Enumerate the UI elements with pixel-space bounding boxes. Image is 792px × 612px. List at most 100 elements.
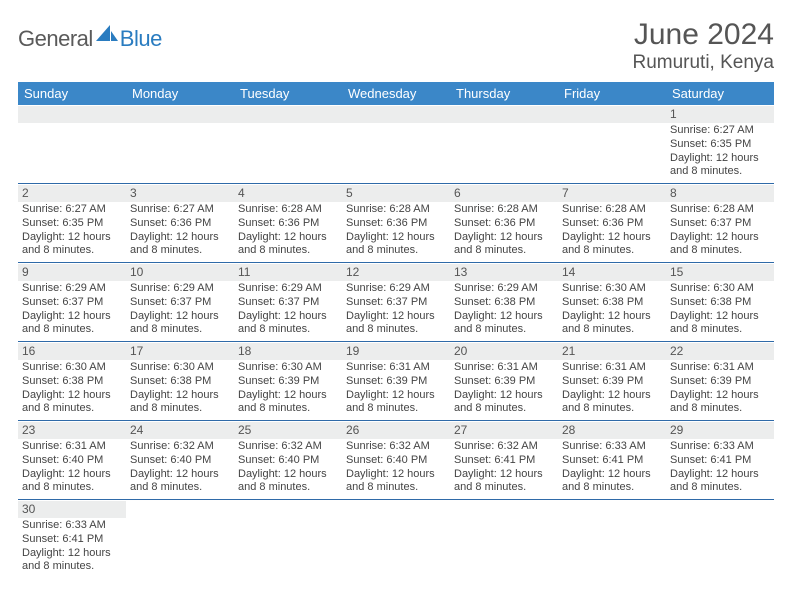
sunrise-text: Sunrise: 6:32 AM (238, 440, 338, 454)
day-number: 18 (234, 343, 342, 360)
day-number: 27 (450, 422, 558, 439)
sail-icon (96, 25, 118, 43)
day-number-empty (18, 106, 126, 123)
sunset-text: Sunset: 6:41 PM (562, 454, 662, 468)
daylight-text: Daylight: 12 hours and 8 minutes. (670, 468, 770, 496)
day-number: 4 (234, 185, 342, 202)
daylight-text: Daylight: 12 hours and 8 minutes. (238, 310, 338, 338)
sunrise-text: Sunrise: 6:32 AM (130, 440, 230, 454)
sunrise-text: Sunrise: 6:28 AM (454, 203, 554, 217)
daylight-text: Daylight: 12 hours and 8 minutes. (454, 231, 554, 259)
sunrise-text: Sunrise: 6:27 AM (22, 203, 122, 217)
day-cell: 12Sunrise: 6:29 AMSunset: 6:37 PMDayligh… (342, 263, 450, 341)
sunrise-text: Sunrise: 6:31 AM (22, 440, 122, 454)
day-cell: 16Sunrise: 6:30 AMSunset: 6:38 PMDayligh… (18, 342, 126, 420)
sunrise-text: Sunrise: 6:28 AM (670, 203, 770, 217)
sunset-text: Sunset: 6:36 PM (454, 217, 554, 231)
weekday-header: Monday (126, 82, 234, 105)
week-row: 23Sunrise: 6:31 AMSunset: 6:40 PMDayligh… (18, 421, 774, 500)
day-cell: 21Sunrise: 6:31 AMSunset: 6:39 PMDayligh… (558, 342, 666, 420)
sunrise-text: Sunrise: 6:32 AM (454, 440, 554, 454)
week-row: 30Sunrise: 6:33 AMSunset: 6:41 PMDayligh… (18, 500, 774, 578)
daylight-text: Daylight: 12 hours and 8 minutes. (670, 389, 770, 417)
weeks-container: 1Sunrise: 6:27 AMSunset: 6:35 PMDaylight… (18, 105, 774, 578)
sunset-text: Sunset: 6:37 PM (670, 217, 770, 231)
day-cell (126, 500, 234, 578)
brand-text-blue: Blue (120, 26, 162, 52)
day-number: 26 (342, 422, 450, 439)
daylight-text: Daylight: 12 hours and 8 minutes. (130, 231, 230, 259)
daylight-text: Daylight: 12 hours and 8 minutes. (238, 468, 338, 496)
daylight-text: Daylight: 12 hours and 8 minutes. (22, 310, 122, 338)
sunset-text: Sunset: 6:38 PM (562, 296, 662, 310)
day-number: 25 (234, 422, 342, 439)
daylight-text: Daylight: 12 hours and 8 minutes. (22, 231, 122, 259)
day-cell (18, 105, 126, 183)
brand-text-general: General (18, 26, 93, 52)
day-number: 1 (666, 106, 774, 123)
sunset-text: Sunset: 6:37 PM (346, 296, 446, 310)
day-number: 8 (666, 185, 774, 202)
day-cell (234, 500, 342, 578)
day-cell: 11Sunrise: 6:29 AMSunset: 6:37 PMDayligh… (234, 263, 342, 341)
day-cell: 3Sunrise: 6:27 AMSunset: 6:36 PMDaylight… (126, 184, 234, 262)
sunrise-text: Sunrise: 6:32 AM (346, 440, 446, 454)
day-cell: 7Sunrise: 6:28 AMSunset: 6:36 PMDaylight… (558, 184, 666, 262)
day-number: 22 (666, 343, 774, 360)
sunset-text: Sunset: 6:38 PM (670, 296, 770, 310)
day-cell: 1Sunrise: 6:27 AMSunset: 6:35 PMDaylight… (666, 105, 774, 183)
weekday-header-row: SundayMondayTuesdayWednesdayThursdayFrid… (18, 82, 774, 105)
sunset-text: Sunset: 6:40 PM (346, 454, 446, 468)
day-cell: 6Sunrise: 6:28 AMSunset: 6:36 PMDaylight… (450, 184, 558, 262)
brand-logo: General Blue (18, 26, 162, 52)
day-number: 11 (234, 264, 342, 281)
sunset-text: Sunset: 6:36 PM (346, 217, 446, 231)
header: General Blue June 2024 Rumuruti, Kenya (18, 18, 774, 74)
sunset-text: Sunset: 6:36 PM (238, 217, 338, 231)
daylight-text: Daylight: 12 hours and 8 minutes. (454, 389, 554, 417)
sunrise-text: Sunrise: 6:33 AM (22, 519, 122, 533)
day-cell: 27Sunrise: 6:32 AMSunset: 6:41 PMDayligh… (450, 421, 558, 499)
daylight-text: Daylight: 12 hours and 8 minutes. (238, 231, 338, 259)
daylight-text: Daylight: 12 hours and 8 minutes. (346, 231, 446, 259)
day-cell: 28Sunrise: 6:33 AMSunset: 6:41 PMDayligh… (558, 421, 666, 499)
day-cell: 10Sunrise: 6:29 AMSunset: 6:37 PMDayligh… (126, 263, 234, 341)
title-block: June 2024 Rumuruti, Kenya (632, 18, 774, 74)
daylight-text: Daylight: 12 hours and 8 minutes. (130, 468, 230, 496)
daylight-text: Daylight: 12 hours and 8 minutes. (454, 468, 554, 496)
weekday-header: Saturday (666, 82, 774, 105)
weekday-header: Friday (558, 82, 666, 105)
sunset-text: Sunset: 6:41 PM (670, 454, 770, 468)
location-label: Rumuruti, Kenya (632, 52, 774, 74)
day-cell: 8Sunrise: 6:28 AMSunset: 6:37 PMDaylight… (666, 184, 774, 262)
sunset-text: Sunset: 6:39 PM (238, 375, 338, 389)
day-number-empty (126, 106, 234, 123)
day-cell: 15Sunrise: 6:30 AMSunset: 6:38 PMDayligh… (666, 263, 774, 341)
weekday-header: Thursday (450, 82, 558, 105)
day-number: 12 (342, 264, 450, 281)
day-cell (558, 500, 666, 578)
sunrise-text: Sunrise: 6:27 AM (670, 124, 770, 138)
day-cell: 25Sunrise: 6:32 AMSunset: 6:40 PMDayligh… (234, 421, 342, 499)
week-row: 2Sunrise: 6:27 AMSunset: 6:35 PMDaylight… (18, 184, 774, 263)
day-cell: 13Sunrise: 6:29 AMSunset: 6:38 PMDayligh… (450, 263, 558, 341)
daylight-text: Daylight: 12 hours and 8 minutes. (22, 468, 122, 496)
sunset-text: Sunset: 6:37 PM (238, 296, 338, 310)
day-cell: 23Sunrise: 6:31 AMSunset: 6:40 PMDayligh… (18, 421, 126, 499)
sunrise-text: Sunrise: 6:27 AM (130, 203, 230, 217)
day-cell: 4Sunrise: 6:28 AMSunset: 6:36 PMDaylight… (234, 184, 342, 262)
day-number: 16 (18, 343, 126, 360)
day-number-empty (558, 106, 666, 123)
sunset-text: Sunset: 6:36 PM (562, 217, 662, 231)
day-cell (234, 105, 342, 183)
day-number: 15 (666, 264, 774, 281)
day-number: 20 (450, 343, 558, 360)
day-cell (450, 500, 558, 578)
day-number: 21 (558, 343, 666, 360)
day-number: 10 (126, 264, 234, 281)
daylight-text: Daylight: 12 hours and 8 minutes. (562, 310, 662, 338)
day-number: 5 (342, 185, 450, 202)
daylight-text: Daylight: 12 hours and 8 minutes. (130, 389, 230, 417)
day-number: 28 (558, 422, 666, 439)
sunset-text: Sunset: 6:35 PM (22, 217, 122, 231)
